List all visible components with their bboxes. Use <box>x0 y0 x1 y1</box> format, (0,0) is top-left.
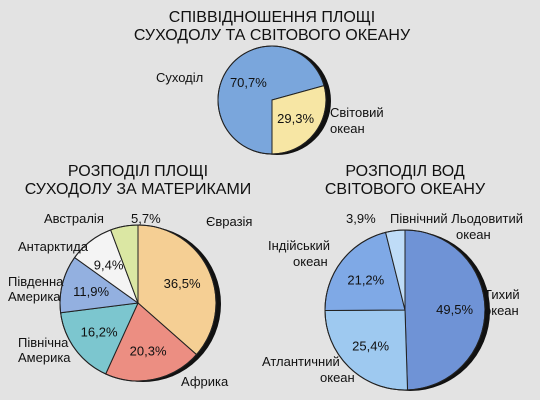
label-north-america-line-1: Північна <box>18 335 69 350</box>
label-arctic-line-2: океан <box>456 227 491 242</box>
label-africa: Африка <box>181 374 229 389</box>
label-arctic-line-1: Північний Льодовитий <box>390 211 523 226</box>
pie-0-outline <box>217 45 327 155</box>
label-indian-line-2: океан <box>293 254 328 269</box>
value-label-north-america: 16,2% <box>81 325 118 340</box>
label-eurasia: Євразія <box>206 214 252 229</box>
arctic-value-outside: 3,9% <box>346 211 376 226</box>
value-label-atlantic: 25,4% <box>352 339 389 354</box>
chart-1-title-line-1: СПІВВІДНОШЕННЯ ПЛОЩІ <box>169 9 375 26</box>
value-label-africa: 20,3% <box>130 343 167 358</box>
value-label-south-america: 11,9% <box>73 284 109 299</box>
label-south-america-line-2: Америка <box>8 289 61 304</box>
pie-chart-continents: 36,5% 20,3% 16,2% 11,9% 9,4% <box>59 224 221 382</box>
pie-chart-land-ocean: 29,3% 70,7% <box>217 45 331 155</box>
label-world-ocean-line-1: Світовий <box>330 105 384 120</box>
pie-chart-oceans: 49,5% 25,4% 21,2% <box>324 229 490 391</box>
chart-2-title-line-1: РОЗПОДІЛ ПЛОЩІ <box>68 163 208 180</box>
chart-1-title-line-2: СУХОДОЛУ ТА СВІТОВОГО ОКЕАНУ <box>134 27 411 44</box>
australia-value-outside: 5,7% <box>131 211 161 226</box>
label-south-america-line-1: Південна <box>8 274 64 289</box>
value-label-antarctica: 9,4% <box>94 258 124 273</box>
value-label-world-ocean: 70,7% <box>230 75 267 90</box>
label-atlantic-line-1: Атлантичний <box>262 354 340 369</box>
pie-2-outline <box>324 229 486 391</box>
value-label-land: 29,3% <box>277 111 314 126</box>
pie-1-outline <box>59 224 217 382</box>
label-pacific-line-1: Тихий <box>484 287 520 302</box>
label-land: Суходіл <box>156 70 203 85</box>
value-label-eurasia: 36,5% <box>164 276 201 291</box>
value-label-pacific: 49,5% <box>436 302 473 317</box>
label-pacific-line-2: океан <box>484 303 519 318</box>
label-australia: Австралія <box>44 211 104 226</box>
chart-3-title-line-1: РОЗПОДІЛ ВОД <box>345 163 464 180</box>
label-world-ocean-line-2: океан <box>330 121 365 136</box>
label-antarctica: Антарктида <box>18 239 89 254</box>
chart-2-title-line-2: СУХОДОЛУ ЗА МАТЕРИКАМИ <box>25 181 252 198</box>
label-atlantic-line-2: океан <box>320 370 355 385</box>
value-label-indian: 21,2% <box>347 273 384 288</box>
label-indian-line-1: Індійський <box>268 238 330 253</box>
label-north-america-line-2: Америка <box>18 350 71 365</box>
chart-3-title-line-2: СВІТОВОГО ОКЕАНУ <box>325 181 486 198</box>
